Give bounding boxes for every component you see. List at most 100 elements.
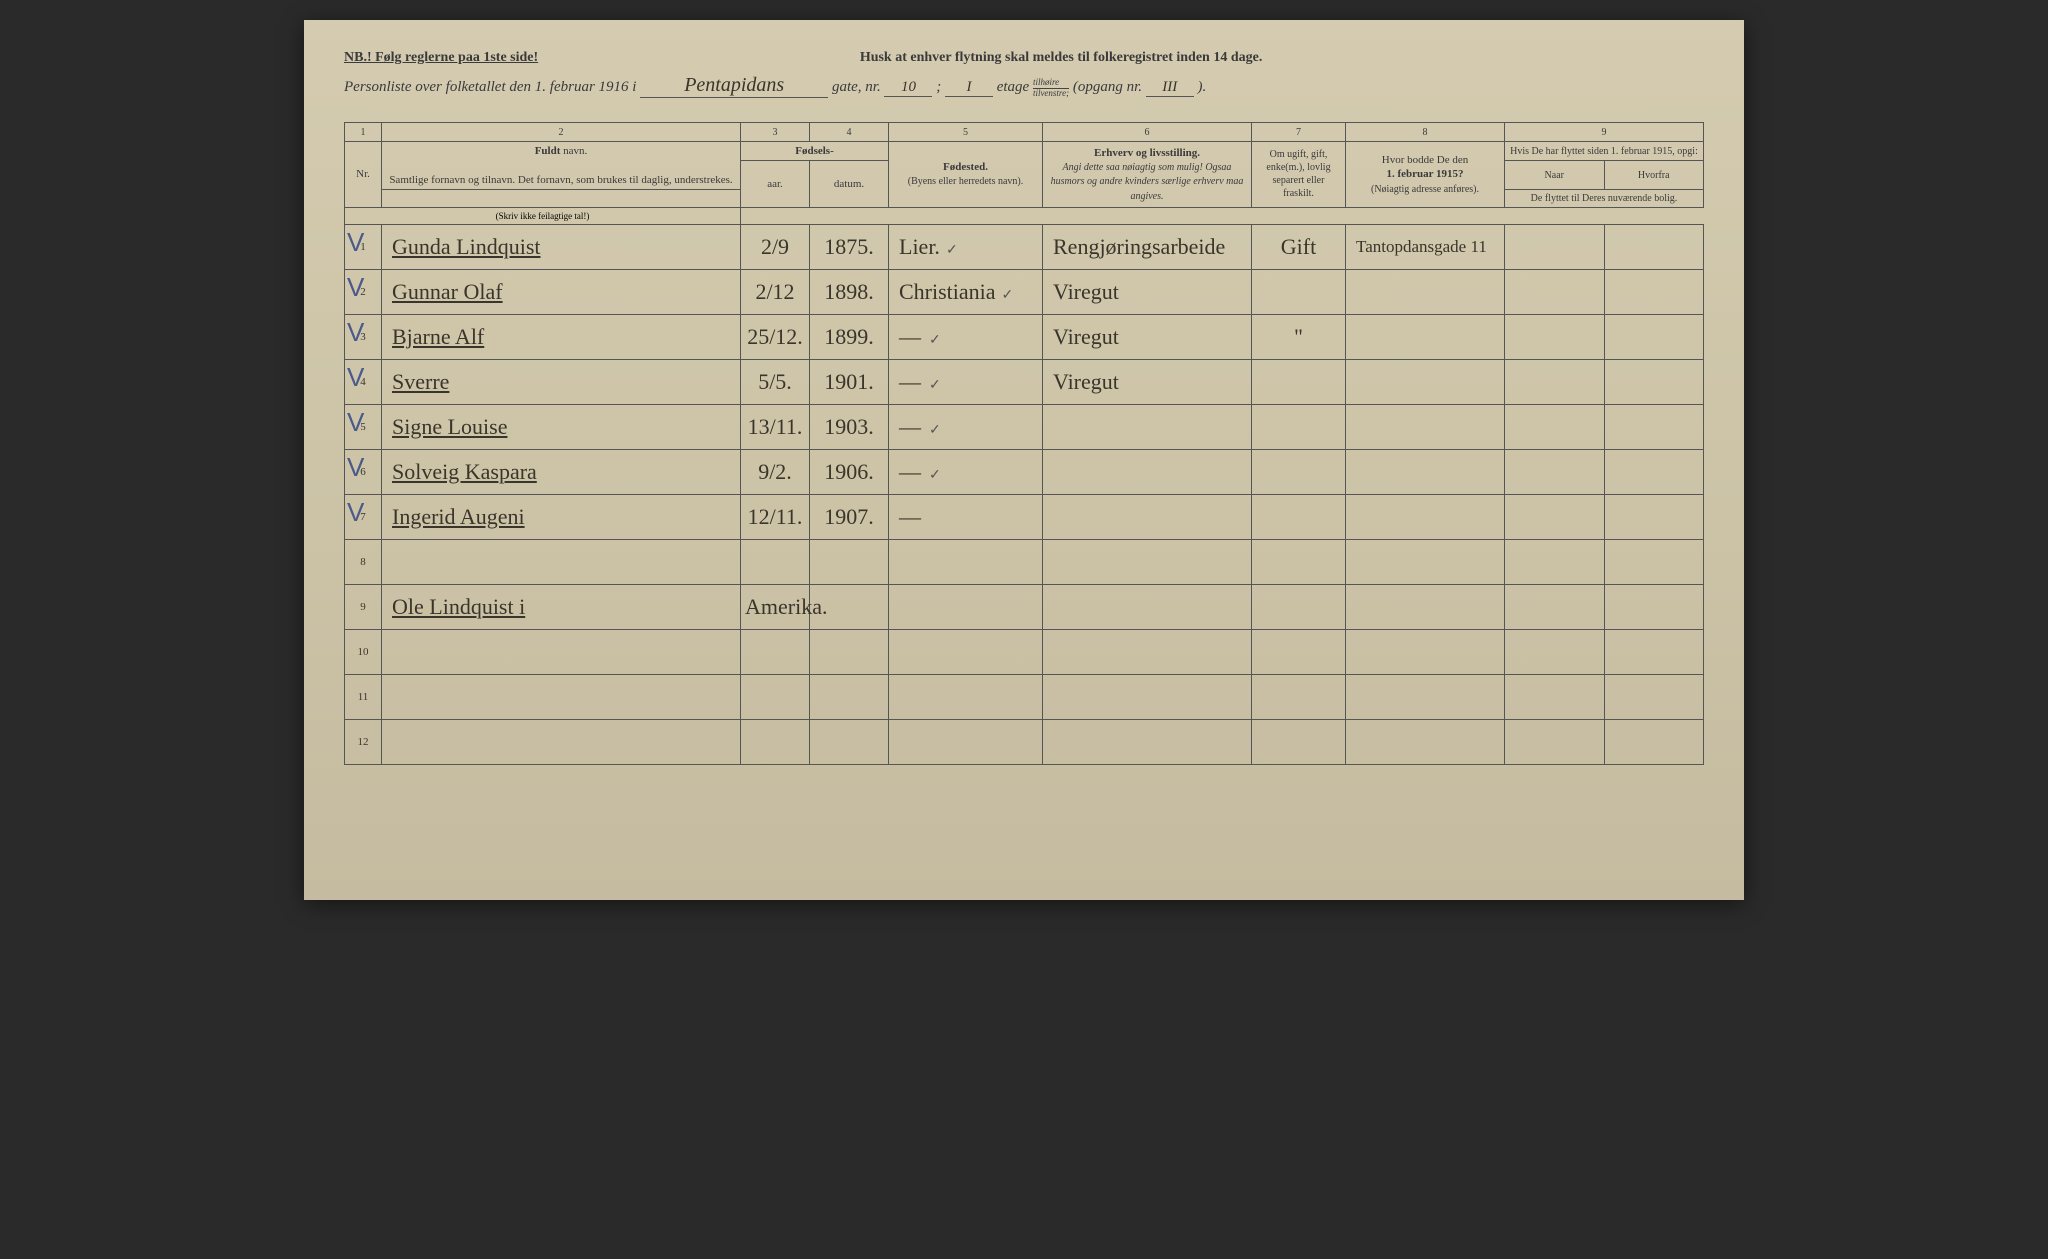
row-nr: V7 bbox=[345, 494, 382, 539]
cell-birthplace bbox=[889, 584, 1043, 629]
checkmark-icon: V bbox=[347, 272, 364, 303]
hdr-moved-sub: De flyttet til Deres nuværende bolig. bbox=[1505, 189, 1704, 207]
checkmark-icon: V bbox=[347, 362, 364, 393]
cell-prev-addr bbox=[1346, 404, 1505, 449]
top-instructions: NB.! Følg reglerne paa 1ste side! Husk a… bbox=[344, 50, 1704, 66]
row-nr: 10 bbox=[345, 629, 382, 674]
hdr-marital: Om ugift, gift, enke(m.), lovlig separer… bbox=[1252, 142, 1346, 208]
cell-moved-when bbox=[1505, 494, 1605, 539]
etage-nr: I bbox=[945, 79, 993, 97]
cell-name: Gunnar Olaf bbox=[382, 269, 741, 314]
cell-birthplace bbox=[889, 539, 1043, 584]
cell-date bbox=[741, 539, 810, 584]
hdr-from: Hvorfra bbox=[1604, 161, 1704, 190]
cell-moved-from bbox=[1604, 224, 1704, 269]
row-nr: 11 bbox=[345, 674, 382, 719]
hdr-prev-addr: Hvor bodde De den 1. februar 1915? (Nøia… bbox=[1346, 142, 1505, 208]
form-header: Personliste over folketallet den 1. febr… bbox=[344, 74, 1704, 104]
cell-prev-addr bbox=[1346, 674, 1505, 719]
cell-birthplace bbox=[889, 629, 1043, 674]
cell-year: 1907. bbox=[810, 494, 889, 539]
cell-marital bbox=[1252, 449, 1346, 494]
row-nr: 12 bbox=[345, 719, 382, 764]
cell-prev-addr bbox=[1346, 269, 1505, 314]
cell-prev-addr bbox=[1346, 494, 1505, 539]
checkmark-icon: V bbox=[347, 407, 364, 438]
cell-moved-from bbox=[1604, 494, 1704, 539]
cell-moved-from bbox=[1604, 269, 1704, 314]
opgang-label: (opgang nr. bbox=[1073, 79, 1142, 95]
cell-prev-addr bbox=[1346, 314, 1505, 359]
gate-nr: 10 bbox=[884, 79, 932, 97]
cell-year bbox=[810, 629, 889, 674]
cell-date: 5/5. bbox=[741, 359, 810, 404]
table-row: V2Gunnar Olaf2/121898.Christiania✓Viregu… bbox=[345, 269, 1704, 314]
cell-name: Bjarne Alf bbox=[382, 314, 741, 359]
cell-moved-from bbox=[1604, 539, 1704, 584]
cell-occupation: Rengjøringsarbeide bbox=[1043, 224, 1252, 269]
cell-moved-when bbox=[1505, 539, 1605, 584]
table-row: V6Solveig Kaspara9/2.1906.—✓ bbox=[345, 449, 1704, 494]
cell-birthplace bbox=[889, 719, 1043, 764]
cell-birthplace: —✓ bbox=[889, 449, 1043, 494]
cell-date: 2/9 bbox=[741, 224, 810, 269]
cell-birthplace: —✓ bbox=[889, 404, 1043, 449]
close-paren: ). bbox=[1198, 79, 1207, 95]
cell-prev-addr: Tantopdansgade 11 bbox=[1346, 224, 1505, 269]
table-row: V4Sverre5/5.1901.—✓Viregut bbox=[345, 359, 1704, 404]
cell-moved-when bbox=[1505, 719, 1605, 764]
cell-occupation bbox=[1043, 449, 1252, 494]
hdr-birth: Fødsels- bbox=[741, 142, 889, 161]
cell-prev-addr bbox=[1346, 719, 1505, 764]
checkmark-icon: V bbox=[347, 497, 364, 528]
cell-marital bbox=[1252, 719, 1346, 764]
cell-year: 1898. bbox=[810, 269, 889, 314]
cell-occupation bbox=[1043, 404, 1252, 449]
hdr-year: aar. bbox=[741, 161, 810, 208]
checkmark-icon: V bbox=[347, 452, 364, 483]
cell-year: 1906. bbox=[810, 449, 889, 494]
hdr-place: Fødested. (Byens eller herredets navn). bbox=[889, 142, 1043, 208]
cell-occupation bbox=[1043, 674, 1252, 719]
row-nr: 9 bbox=[345, 584, 382, 629]
cell-moved-when bbox=[1505, 359, 1605, 404]
cell-year bbox=[810, 539, 889, 584]
cell-marital bbox=[1252, 674, 1346, 719]
cell-birthplace: —✓ bbox=[889, 314, 1043, 359]
cell-occupation bbox=[1043, 629, 1252, 674]
cell-moved-from bbox=[1604, 314, 1704, 359]
cell-birthplace: Christiania✓ bbox=[889, 269, 1043, 314]
cell-moved-when bbox=[1505, 224, 1605, 269]
table-row: V3Bjarne Alf25/12.1899.—✓Viregut" bbox=[345, 314, 1704, 359]
cell-moved-from bbox=[1604, 629, 1704, 674]
cell-name: Solveig Kaspara bbox=[382, 449, 741, 494]
cell-occupation bbox=[1043, 494, 1252, 539]
cell-name bbox=[382, 674, 741, 719]
cell-occupation: Viregut bbox=[1043, 359, 1252, 404]
cell-moved-when bbox=[1505, 404, 1605, 449]
side-fraction: tilhøire tilvenstre; bbox=[1033, 78, 1069, 98]
checkmark-icon: V bbox=[347, 227, 364, 258]
cell-date: 12/11. bbox=[741, 494, 810, 539]
checkmark-icon: V bbox=[347, 317, 364, 348]
cell-year: 1903. bbox=[810, 404, 889, 449]
column-number-row: 1 2 3 4 5 6 7 8 9 bbox=[345, 123, 1704, 142]
cell-moved-from bbox=[1604, 404, 1704, 449]
cell-date bbox=[741, 629, 810, 674]
hdr-nr: Nr. bbox=[345, 142, 382, 208]
table-row: 9Ole Lindquist iAmerika. bbox=[345, 584, 1704, 629]
table-row: 8 bbox=[345, 539, 1704, 584]
cell-year: 1899. bbox=[810, 314, 889, 359]
hdr-name-note bbox=[382, 189, 741, 207]
cell-date bbox=[741, 674, 810, 719]
hdr-moved: Hvis De har flyttet siden 1. februar 191… bbox=[1505, 142, 1704, 161]
sep: ; bbox=[936, 79, 941, 95]
hdr-when: Naar bbox=[1505, 161, 1605, 190]
cell-marital bbox=[1252, 584, 1346, 629]
cell-name: Signe Louise bbox=[382, 404, 741, 449]
cell-date: 13/11. bbox=[741, 404, 810, 449]
cell-occupation: Viregut bbox=[1043, 314, 1252, 359]
etage-label: etage bbox=[997, 79, 1029, 95]
cell-date: 25/12. bbox=[741, 314, 810, 359]
cell-name: Ole Lindquist i bbox=[382, 584, 741, 629]
